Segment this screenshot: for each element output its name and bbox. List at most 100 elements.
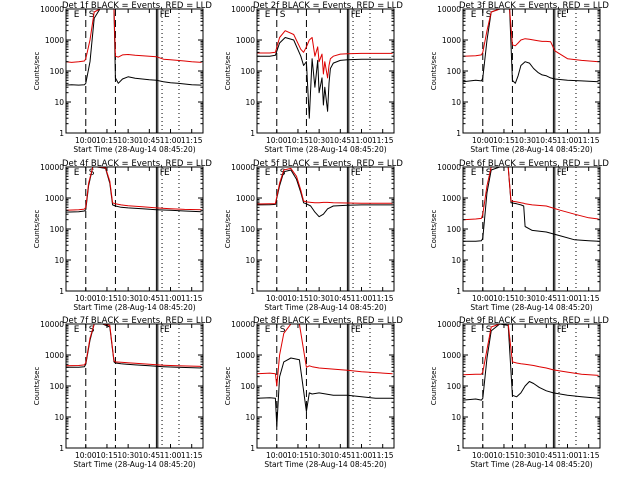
marker-label: S xyxy=(89,10,95,20)
x-tick-label: 10:15 xyxy=(287,294,309,303)
x-tick-label: 11:00 xyxy=(351,294,373,303)
x-tick-label: 11:00 xyxy=(351,451,373,460)
events-series-line xyxy=(463,324,599,401)
panel-title: Det 5f BLACK = Events, RED = LLD xyxy=(253,159,403,169)
y-tick-label: 100 xyxy=(447,67,462,76)
y-tick-label: 10 xyxy=(245,98,255,107)
y-tick-label: 100 xyxy=(447,382,462,391)
x-tick-label: 10:00 xyxy=(75,136,97,145)
marker-label: F xyxy=(160,325,165,335)
y-tick-label: 10000 xyxy=(231,320,255,329)
y-tick-label: 1000 xyxy=(236,36,255,45)
x-tick-label: 10:15 xyxy=(96,136,118,145)
x-tick-label: 10:00 xyxy=(266,294,288,303)
marker-label: E xyxy=(355,325,361,335)
x-tick-label: 10:45 xyxy=(536,294,558,303)
y-tick-label: 1000 xyxy=(442,351,461,360)
marker-label: F xyxy=(557,168,562,178)
x-tick-label: 11:00 xyxy=(160,294,182,303)
y-tick-label: 10000 xyxy=(40,320,64,329)
y-tick-label: 10000 xyxy=(437,163,461,172)
events-series-line xyxy=(66,9,202,86)
panel-title: Det 4f BLACK = Events, RED = LLD xyxy=(62,159,212,169)
y-tick-label: 100 xyxy=(241,382,256,391)
x-tick-label: 10:30 xyxy=(117,294,139,303)
panel-title: Det 6f BLACK = Events, RED = LLD xyxy=(459,159,609,169)
y-tick-label: 10 xyxy=(54,256,64,265)
marker-label: E xyxy=(74,325,80,335)
x-tick-label: 10:45 xyxy=(330,294,352,303)
marker-label: E xyxy=(471,168,477,178)
y-axis-label: Counts/sec xyxy=(33,52,41,91)
marker-label: F xyxy=(351,10,356,20)
marker-label: E xyxy=(561,168,567,178)
x-tick-label: 10:15 xyxy=(96,451,118,460)
x-tick-label: 10:45 xyxy=(536,136,558,145)
y-tick-label: 1 xyxy=(456,444,461,453)
x-tick-label: 10:00 xyxy=(472,294,494,303)
lld-series-line xyxy=(66,324,202,367)
marker-label: E xyxy=(355,10,361,20)
x-tick-label: 11:00 xyxy=(351,136,373,145)
y-tick-label: 10 xyxy=(451,256,461,265)
lld-series-line xyxy=(463,324,599,376)
y-tick-label: 1 xyxy=(59,287,64,296)
y-axis-label: Counts/sec xyxy=(224,52,232,91)
x-tick-label: 10:45 xyxy=(330,451,352,460)
events-series-line xyxy=(257,37,393,119)
x-tick-label: 11:15 xyxy=(578,451,600,460)
y-axis-label: Counts/sec xyxy=(33,210,41,249)
x-tick-label: 10:00 xyxy=(266,136,288,145)
y-tick-label: 10 xyxy=(54,413,64,422)
marker-label: S xyxy=(280,10,286,20)
x-tick-label: 11:00 xyxy=(557,451,579,460)
x-tick-label: 10:45 xyxy=(139,451,161,460)
marker-label: F xyxy=(160,10,165,20)
y-tick-label: 100 xyxy=(447,225,462,234)
y-tick-label: 10000 xyxy=(437,5,461,14)
marker-label: S xyxy=(280,325,286,335)
y-tick-label: 10000 xyxy=(437,320,461,329)
lld-series-line xyxy=(257,30,393,79)
x-axis-label: Start Time (28-Aug-14 08:45:20) xyxy=(264,460,386,469)
events-series-line xyxy=(463,167,599,242)
lld-series-line xyxy=(257,167,393,205)
y-tick-label: 100 xyxy=(50,225,65,234)
marker-label: F xyxy=(351,168,356,178)
events-series-line xyxy=(463,9,599,84)
x-tick-label: 10:15 xyxy=(493,451,515,460)
y-tick-label: 1000 xyxy=(442,194,461,203)
x-axis-label: Start Time (28-Aug-14 08:45:20) xyxy=(470,303,592,312)
y-tick-label: 100 xyxy=(241,67,256,76)
x-tick-label: 11:00 xyxy=(160,451,182,460)
x-tick-label: 10:30 xyxy=(117,136,139,145)
x-tick-label: 10:15 xyxy=(493,294,515,303)
x-tick-label: 10:30 xyxy=(117,451,139,460)
y-axis-label: Counts/sec xyxy=(430,52,438,91)
marker-label: E xyxy=(74,168,80,178)
x-tick-label: 10:15 xyxy=(493,136,515,145)
event-markers xyxy=(85,324,180,448)
x-axis-label: Start Time (28-Aug-14 08:45:20) xyxy=(264,303,386,312)
lld-series-line xyxy=(257,324,393,387)
y-tick-label: 10000 xyxy=(231,163,255,172)
events-series-line xyxy=(257,357,393,427)
panel-title: Det 8f BLACK = Events, RED = LLD xyxy=(253,316,403,326)
y-tick-label: 10000 xyxy=(231,5,255,14)
y-tick-label: 100 xyxy=(241,225,256,234)
y-tick-label: 10 xyxy=(245,256,255,265)
y-tick-label: 1000 xyxy=(236,194,255,203)
marker-label: E xyxy=(561,325,567,335)
marker-label: E xyxy=(265,10,271,20)
y-tick-label: 1000 xyxy=(45,194,64,203)
marker-label: F xyxy=(351,325,356,335)
x-tick-label: 10:00 xyxy=(266,451,288,460)
x-axis-label: Start Time (28-Aug-14 08:45:20) xyxy=(264,145,386,154)
y-tick-label: 1 xyxy=(250,129,255,138)
